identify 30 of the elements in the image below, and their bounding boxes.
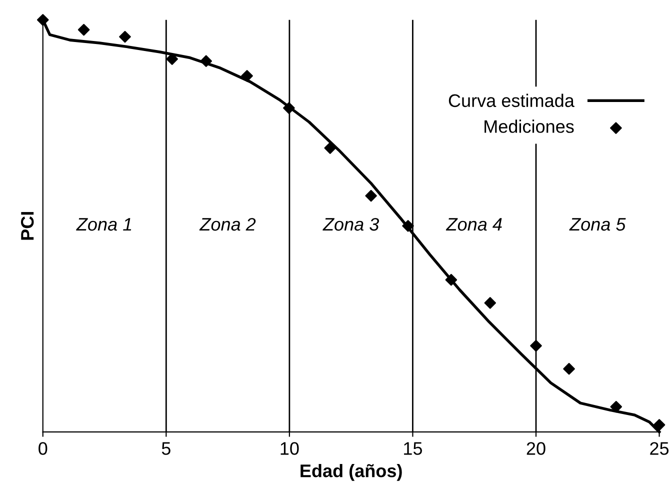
legend-label: Curva estimada — [448, 94, 574, 108]
legend-label: Mediciones — [484, 120, 574, 133]
annotation: Zona 5 — [569, 218, 626, 231]
point — [484, 297, 496, 309]
point — [445, 274, 458, 286]
point — [653, 418, 666, 431]
point — [119, 30, 131, 43]
annotation: Zona 2 — [199, 218, 256, 231]
x-tick-label: 20 — [526, 442, 546, 455]
point — [324, 142, 336, 154]
point — [283, 102, 295, 114]
point — [78, 24, 90, 36]
annotation: Zona 1 — [76, 218, 132, 231]
annotation: Zona 4 — [446, 218, 502, 231]
point — [241, 70, 253, 82]
point — [530, 340, 542, 352]
x-axis-title: Edad (años) — [300, 464, 402, 481]
point — [610, 400, 622, 413]
point — [200, 55, 212, 67]
x-tick-label: 25 — [650, 442, 669, 455]
annotation: Zona 3 — [322, 218, 380, 231]
x-tick-label: 0 — [38, 442, 48, 455]
point — [36, 14, 49, 26]
point — [365, 190, 377, 202]
x-tick-label: 15 — [404, 442, 422, 455]
y-axis-title: PCI — [20, 212, 34, 240]
point — [563, 362, 575, 375]
point — [402, 220, 414, 232]
x-tick-label: 5 — [162, 442, 170, 455]
x-tick-label: 10 — [280, 442, 299, 455]
